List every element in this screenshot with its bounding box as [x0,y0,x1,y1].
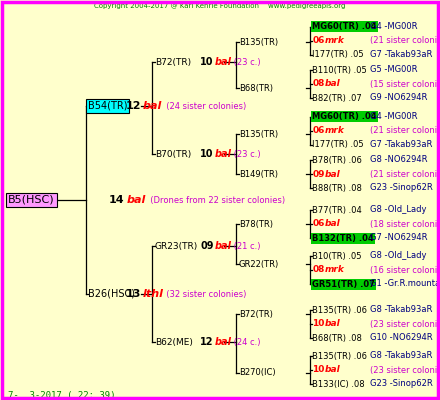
Text: G23 -Sinop62R: G23 -Sinop62R [370,184,433,192]
Text: (23 c.): (23 c.) [231,150,260,158]
Text: 10: 10 [312,366,325,374]
Text: G8 -Old_Lady: G8 -Old_Lady [370,206,426,214]
Text: 10: 10 [200,149,214,159]
Text: GR23(TR): GR23(TR) [155,242,198,250]
Text: (24 sister colonies): (24 sister colonies) [161,102,247,110]
Text: (15 sister colonies): (15 sister colonies) [370,80,440,88]
Text: B135(TR): B135(TR) [239,130,278,138]
Text: GR22(TR): GR22(TR) [239,260,279,268]
Text: bal: bal [325,220,341,228]
Text: 7-  3-2017 ( 22: 39): 7- 3-2017 ( 22: 39) [8,391,115,400]
Text: (Drones from 22 sister colonies): (Drones from 22 sister colonies) [145,196,285,204]
Text: B72(TR): B72(TR) [155,58,191,66]
Text: (24 c.): (24 c.) [231,338,260,346]
Text: G1 -Gr.R.mounta: G1 -Gr.R.mounta [370,280,440,288]
Text: MG60(TR) .04: MG60(TR) .04 [312,22,377,31]
Text: G4 -MG00R: G4 -MG00R [370,22,417,31]
Text: B54(TR): B54(TR) [88,101,128,111]
Text: bal: bal [215,241,232,251]
Text: (32 sister colonies): (32 sister colonies) [161,290,247,298]
Text: B110(TR) .05: B110(TR) .05 [312,66,367,74]
Text: (21 sister colonies): (21 sister colonies) [370,126,440,135]
Text: G10 -NO6294R: G10 -NO6294R [370,334,432,342]
Text: (21 sister colonies): (21 sister colonies) [370,36,440,45]
Text: bal: bal [215,337,232,347]
Text: bal: bal [215,149,232,159]
Text: 09: 09 [312,170,325,178]
Text: B5(HSC): B5(HSC) [8,195,55,205]
Text: G8 -NO6294R: G8 -NO6294R [370,156,427,164]
Text: B135(TR) .06: B135(TR) .06 [312,352,367,360]
Text: G8 -Takab93aR: G8 -Takab93aR [370,306,432,314]
Text: (23 sister colonies): (23 sister colonies) [370,366,440,374]
Text: 06: 06 [312,220,325,228]
Text: Copyright 2004-2017 @ Karl Kehrle Foundation    www.pedigreeapis.org: Copyright 2004-2017 @ Karl Kehrle Founda… [94,2,346,9]
Text: bal: bal [325,320,341,328]
Text: B88(TR) .08: B88(TR) .08 [312,184,362,192]
Text: mrk: mrk [325,36,345,45]
Text: 10: 10 [312,320,325,328]
Text: (23 sister colonies): (23 sister colonies) [370,320,440,328]
Text: (21 sister colonies): (21 sister colonies) [370,170,440,178]
Text: G7 -Takab93aR: G7 -Takab93aR [370,140,432,149]
Text: (21 c.): (21 c.) [231,242,260,250]
Text: GR51(TR) .07: GR51(TR) .07 [312,280,375,288]
Text: mrk: mrk [325,126,345,135]
Text: B82(TR) .07: B82(TR) .07 [312,94,362,102]
Text: G9 -NO6294R: G9 -NO6294R [370,94,427,102]
Text: G23 -Sinop62R: G23 -Sinop62R [370,380,433,388]
Text: G7 -Takab93aR: G7 -Takab93aR [370,50,432,59]
Text: G7 -NO6294R: G7 -NO6294R [370,234,427,242]
Text: 06: 06 [312,126,325,135]
Text: B68(TR): B68(TR) [239,84,273,92]
Text: B132(TR) .04: B132(TR) .04 [312,234,374,242]
Text: G5 -MG00R: G5 -MG00R [370,66,417,74]
Text: bal: bal [325,80,341,88]
Text: bal: bal [215,57,232,67]
Text: bal: bal [127,195,146,205]
Text: B149(TR): B149(TR) [239,170,278,178]
Text: 09: 09 [200,241,214,251]
Text: 12: 12 [125,101,141,111]
Text: B10(TR) .05: B10(TR) .05 [312,252,362,260]
Text: (16 sister colonies): (16 sister colonies) [370,266,440,274]
Text: bal: bal [325,170,341,178]
Text: 06: 06 [312,36,325,45]
Text: 12: 12 [200,337,214,347]
Text: B72(TR): B72(TR) [239,310,273,318]
Text: B78(TR): B78(TR) [239,220,273,228]
Text: mrk: mrk [325,266,345,274]
Text: B62(ME): B62(ME) [155,338,193,346]
Text: I177(TR) .05: I177(TR) .05 [312,50,364,59]
Text: B133(IC) .08: B133(IC) .08 [312,380,365,388]
Text: G8 -Takab93aR: G8 -Takab93aR [370,352,432,360]
Text: B26(HSC): B26(HSC) [88,289,135,299]
Text: B70(TR): B70(TR) [155,150,191,158]
Text: bal: bal [325,366,341,374]
Text: 08: 08 [312,266,325,274]
Text: (18 sister colonies): (18 sister colonies) [370,220,440,228]
Text: G4 -MG00R: G4 -MG00R [370,112,417,121]
Text: I177(TR) .05: I177(TR) .05 [312,140,364,149]
Text: 10: 10 [200,57,214,67]
Text: lthl: lthl [143,289,164,299]
Text: 14: 14 [109,195,125,205]
Text: (23 c.): (23 c.) [231,58,260,66]
Text: bal: bal [143,101,162,111]
Text: B78(TR) .06: B78(TR) .06 [312,156,362,164]
Text: B270(IC): B270(IC) [239,368,275,377]
Text: B135(TR): B135(TR) [239,38,278,46]
Text: 13: 13 [125,289,141,299]
Text: MG60(TR) .04: MG60(TR) .04 [312,112,377,121]
Text: G8 -Old_Lady: G8 -Old_Lady [370,252,426,260]
Text: B135(TR) .06: B135(TR) .06 [312,306,367,314]
Text: 08: 08 [312,80,325,88]
Text: B77(TR) .04: B77(TR) .04 [312,206,362,214]
Text: B68(TR) .08: B68(TR) .08 [312,334,362,342]
